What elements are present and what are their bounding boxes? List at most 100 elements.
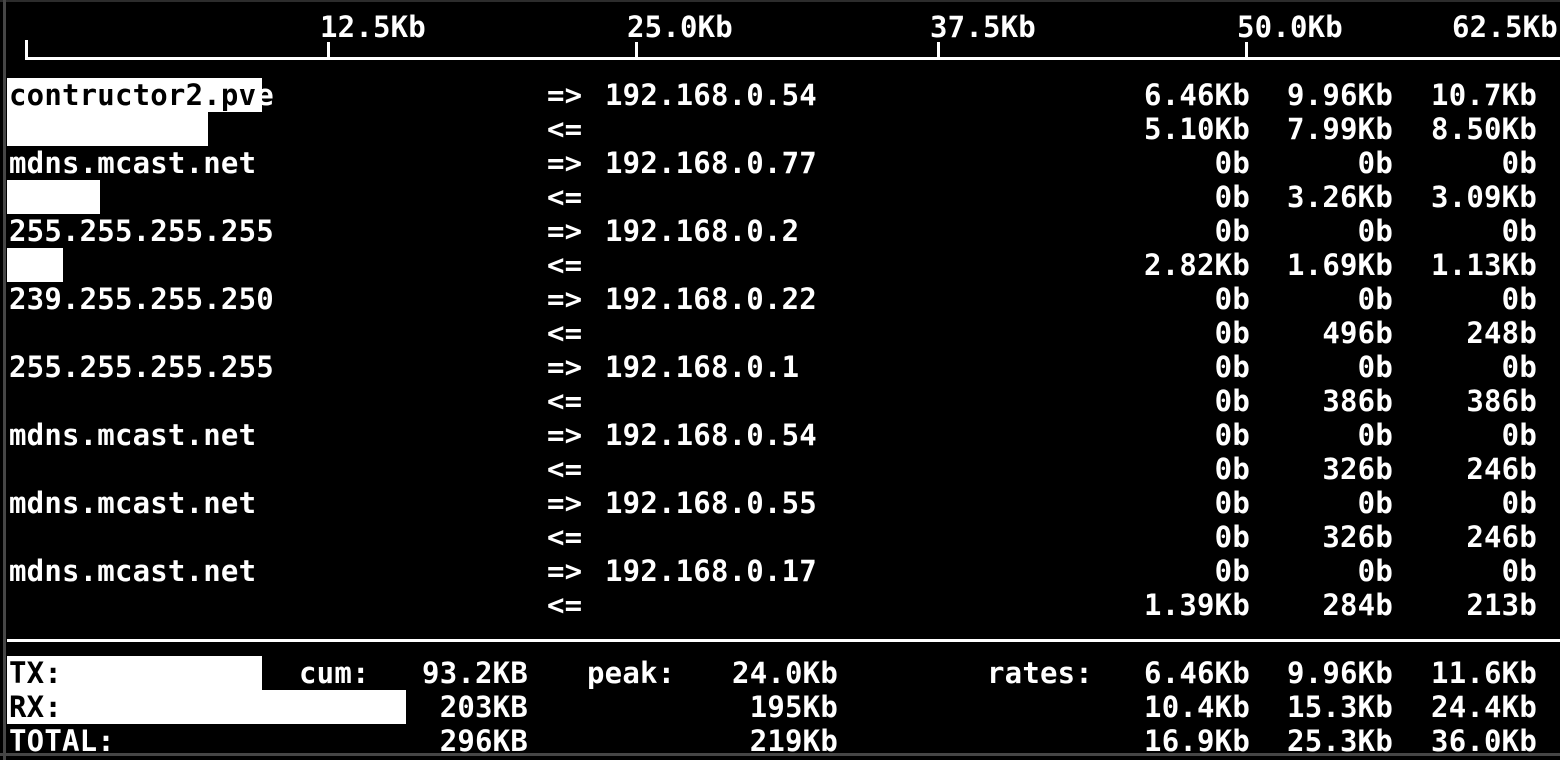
summary-traffic-bar <box>7 656 262 690</box>
rx-arrow: <= <box>547 112 583 146</box>
scale-label: 25.0Kb <box>627 10 733 44</box>
rx-rate-2s: 0b <box>1214 452 1250 486</box>
rates-label: rates: <box>987 656 1093 690</box>
dest-ip: 192.168.0.1 <box>605 350 800 384</box>
tx-rate-40s: 0b <box>1501 486 1537 520</box>
rx-rate-2s: 0b <box>1214 316 1250 350</box>
source-host: 255.255.255.255 <box>9 350 274 384</box>
summary-traffic-bar <box>7 690 406 724</box>
tx-rate-40s: 0b <box>1501 350 1537 384</box>
rx-rate-10s: 496b <box>1322 316 1393 350</box>
source-host: 255.255.255.255 <box>9 214 274 248</box>
rx-arrow: <= <box>547 520 583 554</box>
rx-rate-2s: 2.82Kb <box>1144 248 1250 282</box>
tx-rate-40s: 0b <box>1501 214 1537 248</box>
peak-value: 24.0Kb <box>732 656 838 690</box>
summary-row-label: TX: <box>9 656 62 690</box>
window-left-edge <box>3 0 6 760</box>
tx-rate-2s: 0b <box>1214 418 1250 452</box>
tx-arrow: => <box>547 146 583 180</box>
tx-rate-10s: 0b <box>1357 146 1393 180</box>
rx-rate-10s: 7.99Kb <box>1287 112 1393 146</box>
source-host: mdns.mcast.net <box>9 146 257 180</box>
rate-40s-value: 11.6Kb <box>1431 656 1537 690</box>
rx-rate-40s: 246b <box>1466 520 1537 554</box>
tx-rate-2s: 0b <box>1214 214 1250 248</box>
rx-rate-2s: 0b <box>1214 520 1250 554</box>
rate-10s-value: 25.3Kb <box>1287 724 1393 758</box>
tx-arrow: => <box>547 486 583 520</box>
rx-rate-40s: 248b <box>1466 316 1537 350</box>
rx-rate-10s: 1.69Kb <box>1287 248 1393 282</box>
peak-label: peak: <box>587 656 676 690</box>
tx-arrow: => <box>547 418 583 452</box>
rx-rate-40s: 3.09Kb <box>1431 180 1537 214</box>
rx-rate-2s: 0b <box>1214 180 1250 214</box>
rx-traffic-bar <box>7 112 208 146</box>
rate-2s-value: 16.9Kb <box>1144 724 1250 758</box>
tx-rate-2s: 0b <box>1214 350 1250 384</box>
rx-rate-2s: 5.10Kb <box>1144 112 1250 146</box>
rate-40s-value: 36.0Kb <box>1431 724 1537 758</box>
tx-arrow: => <box>547 554 583 588</box>
rx-rate-10s: 386b <box>1322 384 1393 418</box>
window-bottom-edge <box>0 753 1560 756</box>
tx-rate-2s: 0b <box>1214 554 1250 588</box>
scale-label: 50.0Kb <box>1237 10 1343 44</box>
tx-arrow: => <box>547 282 583 316</box>
source-host-highlighted: contructor2.pv <box>9 78 257 112</box>
ruler-left-tick <box>25 40 28 60</box>
rx-arrow: <= <box>547 180 583 214</box>
rx-rate-40s: 213b <box>1466 588 1537 622</box>
source-host: mdns.mcast.net <box>9 486 257 520</box>
dest-ip: 192.168.0.2 <box>605 214 800 248</box>
tx-rate-10s: 0b <box>1357 554 1393 588</box>
rx-rate-10s: 326b <box>1322 452 1393 486</box>
source-host: mdns.mcast.net <box>9 554 257 588</box>
rx-rate-10s: 284b <box>1322 588 1393 622</box>
tx-rate-2s: 0b <box>1214 146 1250 180</box>
rx-arrow: <= <box>547 384 583 418</box>
summary-row-label: TOTAL: <box>9 724 115 758</box>
rx-rate-2s: 1.39Kb <box>1144 588 1250 622</box>
dest-ip: 192.168.0.54 <box>605 78 817 112</box>
ruler-tick <box>635 42 638 58</box>
peak-value: 219Kb <box>749 724 838 758</box>
cum-label: cum: <box>299 656 370 690</box>
summary-row-label-highlighted: TX: <box>9 656 62 690</box>
tx-rate-40s: 0b <box>1501 418 1537 452</box>
tx-rate-40s: 0b <box>1501 554 1537 588</box>
dest-ip: 192.168.0.54 <box>605 418 817 452</box>
tx-rate-2s: 6.46Kb <box>1144 78 1250 112</box>
cum-value: 203KB <box>439 690 528 724</box>
tx-rate-40s: 0b <box>1501 282 1537 316</box>
peak-value: 195Kb <box>749 690 838 724</box>
tx-rate-2s: 0b <box>1214 282 1250 316</box>
tx-rate-40s: 10.7Kb <box>1431 78 1537 112</box>
summary-divider-line <box>7 639 1560 642</box>
rate-10s-value: 9.96Kb <box>1287 656 1393 690</box>
rx-rate-10s: 326b <box>1322 520 1393 554</box>
scale-label: 62.5Kb <box>1452 10 1558 44</box>
tx-arrow: => <box>547 78 583 112</box>
scale-label: 12.5Kb <box>320 10 426 44</box>
source-host: contructor2.pve <box>9 78 274 112</box>
dest-ip: 192.168.0.77 <box>605 146 817 180</box>
rx-rate-40s: 1.13Kb <box>1431 248 1537 282</box>
rx-arrow: <= <box>547 588 583 622</box>
summary-row-label-highlighted: RX: <box>9 690 62 724</box>
tx-arrow: => <box>547 350 583 384</box>
rate-2s-value: 10.4Kb <box>1144 690 1250 724</box>
summary-row-label: RX: <box>9 690 62 724</box>
tx-traffic-bar <box>7 78 262 112</box>
dest-ip: 192.168.0.22 <box>605 282 817 316</box>
ruler-tick <box>1245 42 1248 58</box>
ruler-horizontal-line <box>25 57 1560 60</box>
tx-rate-10s: 0b <box>1357 350 1393 384</box>
rx-arrow: <= <box>547 248 583 282</box>
cum-value: 296KB <box>439 724 528 758</box>
ruler-tick <box>327 42 330 58</box>
rx-arrow: <= <box>547 452 583 486</box>
tx-rate-10s: 0b <box>1357 486 1393 520</box>
